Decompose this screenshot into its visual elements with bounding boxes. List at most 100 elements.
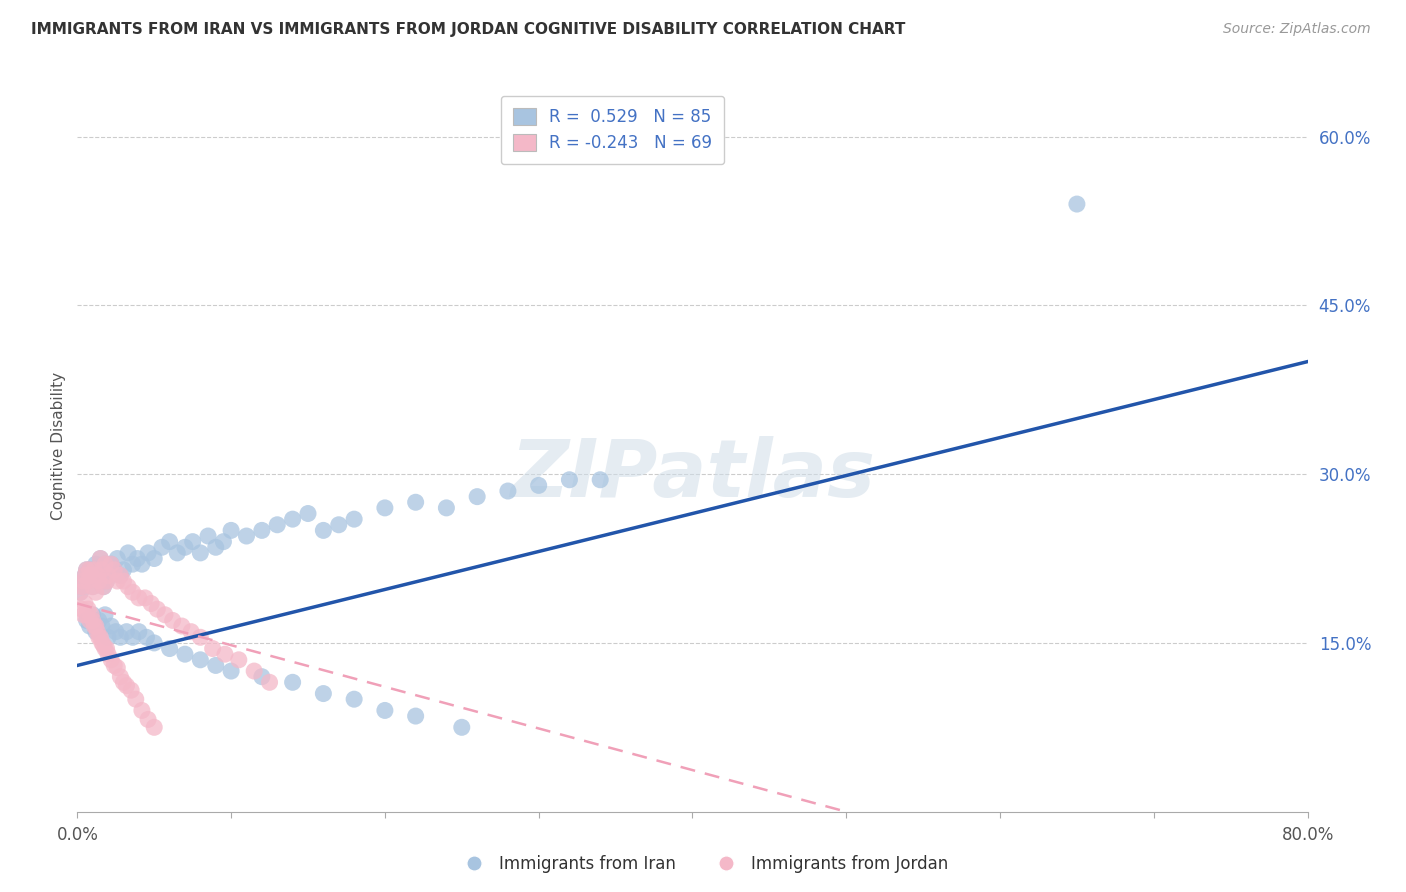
- Point: [143, 636, 166, 650]
- Point: [90, 619, 114, 633]
- Point: [146, 602, 169, 616]
- Point: [110, 630, 132, 644]
- Point: [89, 551, 111, 566]
- Point: [250, 524, 273, 538]
- Point: [82, 580, 104, 594]
- Point: [100, 619, 122, 633]
- Point: [76, 614, 98, 628]
- Point: [128, 591, 150, 605]
- Point: [90, 563, 114, 577]
- Point: [150, 541, 173, 555]
- Point: [266, 517, 288, 532]
- Point: [235, 529, 257, 543]
- Point: [79, 614, 101, 628]
- Point: [162, 614, 184, 628]
- Point: [127, 551, 149, 566]
- Point: [70, 580, 93, 594]
- Point: [204, 658, 226, 673]
- Point: [87, 574, 110, 588]
- Point: [496, 483, 519, 498]
- Point: [80, 568, 103, 582]
- Point: [79, 619, 101, 633]
- Point: [72, 574, 94, 588]
- Point: [121, 585, 143, 599]
- Point: [112, 563, 135, 577]
- Point: [83, 563, 105, 577]
- Point: [84, 557, 107, 571]
- Point: [527, 478, 550, 492]
- Point: [143, 551, 166, 566]
- Point: [96, 574, 118, 588]
- Point: [96, 641, 118, 656]
- Text: ZIPatlas: ZIPatlas: [510, 436, 875, 515]
- Point: [103, 658, 125, 673]
- Point: [343, 512, 366, 526]
- Point: [281, 512, 304, 526]
- Point: [103, 563, 125, 577]
- Point: [128, 624, 150, 639]
- Point: [105, 574, 128, 588]
- Point: [100, 557, 122, 571]
- Point: [82, 607, 104, 622]
- Point: [115, 679, 138, 693]
- Point: [312, 524, 335, 538]
- Point: [405, 709, 427, 723]
- Point: [212, 534, 235, 549]
- Point: [87, 614, 110, 628]
- Point: [281, 675, 304, 690]
- Point: [112, 574, 135, 588]
- Point: [135, 630, 157, 644]
- Point: [136, 546, 159, 560]
- Point: [201, 641, 224, 656]
- Point: [94, 557, 117, 571]
- Point: [110, 568, 132, 582]
- Point: [188, 653, 212, 667]
- Point: [243, 664, 266, 678]
- Point: [1066, 197, 1088, 211]
- Point: [120, 683, 142, 698]
- Point: [84, 624, 107, 639]
- Point: [86, 624, 108, 639]
- Point: [110, 670, 132, 684]
- Point: [93, 580, 115, 594]
- Point: [117, 580, 139, 594]
- Point: [100, 653, 122, 667]
- Point: [197, 529, 219, 543]
- Point: [87, 630, 110, 644]
- Point: [219, 524, 242, 538]
- Point: [115, 624, 138, 639]
- Point: [97, 568, 120, 582]
- Point: [105, 661, 128, 675]
- Point: [121, 630, 143, 644]
- Point: [82, 614, 104, 628]
- Text: IMMIGRANTS FROM IRAN VS IMMIGRANTS FROM JORDAN COGNITIVE DISABILITY CORRELATION : IMMIGRANTS FROM IRAN VS IMMIGRANTS FROM …: [31, 22, 905, 37]
- Point: [82, 580, 104, 594]
- Point: [159, 641, 181, 656]
- Point: [312, 687, 335, 701]
- Point: [174, 647, 197, 661]
- Point: [80, 568, 103, 582]
- Point: [436, 500, 458, 515]
- Point: [90, 563, 114, 577]
- Point: [134, 591, 156, 605]
- Point: [204, 541, 226, 555]
- Point: [86, 568, 108, 582]
- Point: [121, 557, 143, 571]
- Point: [77, 574, 100, 588]
- Legend: R =  0.529   N = 85, R = -0.243   N = 69: R = 0.529 N = 85, R = -0.243 N = 69: [501, 96, 724, 164]
- Point: [589, 473, 612, 487]
- Y-axis label: Cognitive Disability: Cognitive Disability: [51, 372, 66, 520]
- Point: [110, 568, 132, 582]
- Point: [259, 675, 281, 690]
- Point: [180, 624, 202, 639]
- Point: [87, 574, 110, 588]
- Point: [76, 563, 98, 577]
- Point: [125, 692, 148, 706]
- Point: [83, 619, 105, 633]
- Point: [97, 647, 120, 661]
- Point: [97, 630, 120, 644]
- Point: [73, 597, 96, 611]
- Point: [73, 568, 96, 582]
- Point: [105, 551, 128, 566]
- Point: [96, 574, 118, 588]
